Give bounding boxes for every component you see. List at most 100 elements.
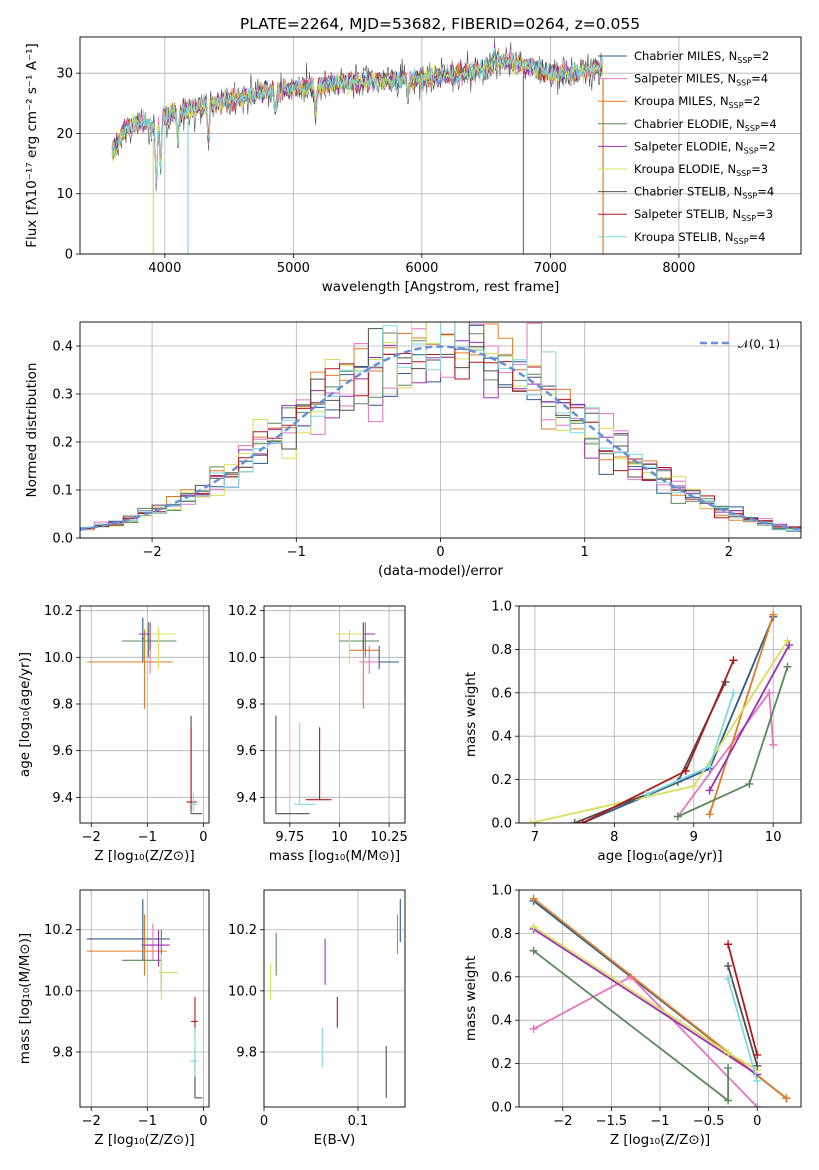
spectrum-panel: 4000 5000 6000 7000 8000 0 10 20 30 wavelength [A… — [24, 36, 802, 295]
x-tick-label: 4000 — [148, 261, 181, 276]
data-point-errorbar — [158, 954, 179, 1001]
age-vs-metallicity-panel: −2 −1 0 9.4 9.6 9.8 10.0 10.2 Z [log₁₀(Z/Z⊙)] age… — [17, 604, 210, 864]
axes-frame — [518, 889, 802, 1108]
x-tick-label: −2 — [82, 830, 101, 845]
data-point-errorbar — [189, 1027, 198, 1077]
x-tick-label: 0 — [199, 830, 207, 845]
legend-label-suffix: =2 — [752, 49, 769, 63]
mass-weight-line — [727, 944, 759, 1056]
mass-weight-line — [533, 975, 758, 1107]
legend-label-text: Chabrier STELIB, N — [634, 185, 742, 199]
mass-weight-marker — [724, 974, 733, 983]
x-tick-label: 6000 — [405, 261, 438, 276]
mass-weight-marker — [724, 961, 733, 970]
data-point-errorbar — [349, 622, 376, 651]
y-tick-label: 0.4 — [52, 340, 73, 355]
mass-weight-line — [582, 659, 735, 823]
y-tick-label: 0.6 — [491, 686, 512, 701]
mass-weight-marker — [729, 656, 738, 665]
y-tick-label: 9.8 — [52, 698, 73, 713]
y-axis-label: age [log₁₀(age/yr)] — [17, 652, 33, 777]
y-axis-label: mass weight — [463, 672, 479, 757]
y-tick-label: 10.0 — [228, 984, 257, 999]
x-tick-label: 9.75 — [275, 830, 304, 845]
mass-weight-marker — [724, 1063, 733, 1072]
mass-weight-marker — [642, 790, 651, 799]
mass-weight-marker — [729, 688, 738, 697]
mass-weight-line — [533, 928, 758, 1076]
mass-weight-marker — [724, 1048, 733, 1057]
age-vs-mass-panel: 9.75 10 10.25 9.4 9.6 9.8 10.0 10.2 mass [log₁₀(… — [228, 604, 408, 864]
legend-label-suffix: =3 — [751, 162, 768, 176]
x-axis-label: mass [log₁₀(M/M⊙)] — [269, 848, 400, 864]
mass-weight-vs-age-panel: 7 8 9 10 0.0 0.2 0.4 0.6 0.8 1.0 age [log₁₀(age/yr… — [463, 600, 802, 864]
x-tick-label: −0.5 — [693, 1114, 725, 1129]
y-tick-label: 10.2 — [44, 923, 73, 938]
x-tick-label: 0 — [260, 1114, 268, 1129]
x-tick-label: 8000 — [662, 261, 695, 276]
y-tick-label: 20 — [56, 127, 73, 142]
mass-weight-marker — [753, 1050, 762, 1059]
grid-lines — [263, 890, 405, 1107]
legend-label-sub: SSP — [741, 214, 756, 223]
plot-area — [529, 894, 791, 1107]
mass-weight-marker — [705, 786, 714, 795]
y-tick-label: 0.6 — [491, 970, 512, 985]
legend-label: Kroupa ELODIE, NSSP=3 — [634, 162, 768, 178]
mass-weight-marker — [753, 1061, 762, 1070]
mass-weight-marker — [753, 1103, 762, 1107]
x-axis-label: age [log₁₀(age/yr)] — [597, 848, 722, 864]
y-tick-label: 0.0 — [491, 1101, 512, 1116]
data-point-errorbar — [150, 627, 176, 669]
x-tick-label: 0 — [436, 545, 444, 560]
mass-weight-marker — [783, 636, 792, 645]
plot-area — [80, 322, 801, 538]
legend-label-suffix: =2 — [759, 139, 776, 153]
legend-label: Kroupa STELIB, NSSP=4 — [634, 230, 765, 246]
x-axis-label: E(B-V) — [314, 1132, 356, 1148]
y-tick-label: 10.0 — [228, 651, 257, 666]
legend-label-text: Salpeter STELIB, N — [634, 207, 741, 221]
mass-weight-vs-metallicity-panel: −2 −1.5 −1 −0.5 0 0.0 0.2 0.4 0.6 0.8 1.0 Z [log₁₀(… — [463, 884, 802, 1148]
legend-label: Salpeter ELODIE, NSSP=2 — [634, 139, 776, 155]
data-point-errorbar — [122, 622, 177, 658]
legend-label: 𝒩(0, 1) — [738, 337, 780, 351]
x-tick-label: −1 — [138, 1114, 157, 1129]
residuals-panel: −2 −1 0 1 2 0.0 0.1 0.2 0.3 0.4 (data-model)/error… — [24, 321, 802, 579]
y-axis-label: Flux [fλ10⁻¹⁷ erg cm⁻² s⁻¹ A⁻¹] — [24, 43, 40, 248]
mass-vs-metallicity-panel: −2 −1 0 9.8 10.0 10.2 Z [log₁₀(Z/Z⊙)] mass [log… — [17, 889, 210, 1148]
legend-label-sub: SSP — [729, 101, 744, 110]
x-tick-label: 1 — [581, 545, 589, 560]
x-tick-label: 7000 — [534, 261, 567, 276]
data-point-errorbar — [138, 622, 170, 651]
x-tick-label: −1 — [287, 545, 306, 560]
legend-label-suffix: =4 — [751, 72, 768, 86]
legend-label: Chabrier ELODIE, NSSP=4 — [634, 117, 777, 133]
data-point-errorbar — [191, 996, 198, 1037]
data-point-errorbar — [86, 899, 170, 961]
legend-label-sub: SSP — [737, 56, 752, 65]
x-tick-label: 8 — [610, 830, 618, 845]
mass-weight-marker — [753, 1076, 762, 1085]
x-tick-label: 0.1 — [348, 1114, 369, 1129]
x-tick-label: −2 — [143, 545, 162, 560]
mass-vs-extinction-panel: 0 0.1 9.8 10.0 10.2 E(B-V) — [228, 889, 406, 1148]
axes-frame — [79, 321, 802, 539]
spectrum-line — [111, 47, 603, 184]
x-tick-label: 7 — [531, 830, 539, 845]
y-axis-label: mass [log₁₀(M/M⊙)] — [17, 933, 33, 1064]
legend-label-text: Salpeter MILES, N — [634, 72, 736, 86]
x-axis-label: wavelength [Angstrom, rest frame] — [322, 279, 560, 295]
x-tick-label: −2 — [553, 1114, 572, 1129]
y-tick-label: 0.8 — [491, 927, 512, 942]
data-point-errorbar — [339, 622, 380, 658]
mass-weight-marker — [785, 641, 794, 650]
x-tick-label: 2 — [725, 545, 733, 560]
x-axis-label: Z [log₁₀(Z/Z⊙)] — [94, 1132, 194, 1148]
y-axis-label: mass weight — [463, 956, 479, 1041]
legend-label-suffix: =4 — [757, 185, 774, 199]
y-tick-label: 10.2 — [228, 923, 257, 938]
y-tick-label: 10 — [56, 187, 73, 202]
mass-weight-marker — [681, 766, 690, 775]
